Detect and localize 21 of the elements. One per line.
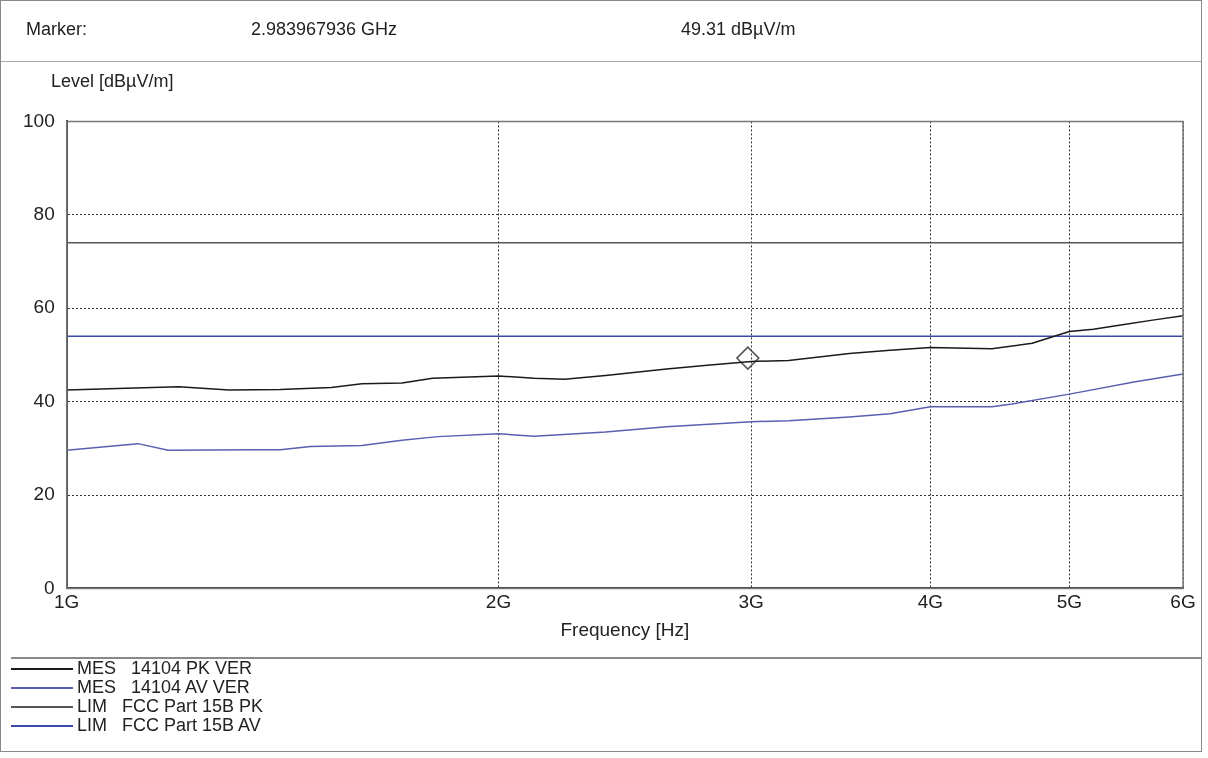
y-tick-label: 0 [44,576,55,598]
text: 2.983967936 GHz [251,19,398,40]
x-tick-label: 4G [917,591,944,613]
y-tick-label: 40 [33,389,55,411]
x-tick-label: 1G [54,591,80,613]
x-axis-title: Frequency [Hz] [560,618,690,640]
x-tick-label: 6G [1170,591,1196,613]
legend-label: LIM FCC Part 15B PK [77,696,264,717]
legend-label: LIM FCC Part 15B AV [77,715,261,736]
y-tick-label: 60 [33,296,55,318]
y-tick-label: 80 [33,203,55,225]
text: Marker: [26,19,88,40]
x-tick-label: 5G [1056,591,1083,613]
y-tick-label: 20 [33,483,55,505]
y-tick-label: 100 [23,109,55,131]
text: 49.31 dBµV/m [681,19,796,40]
x-tick-label: 3G [738,591,764,613]
legend-label: MES 14104 AV VER [77,677,250,698]
legend-label: MES 14104 PK VER [77,658,253,679]
y-axis-title: Level [dBµV/m] [51,71,174,92]
x-tick-label: 2G [485,591,512,613]
